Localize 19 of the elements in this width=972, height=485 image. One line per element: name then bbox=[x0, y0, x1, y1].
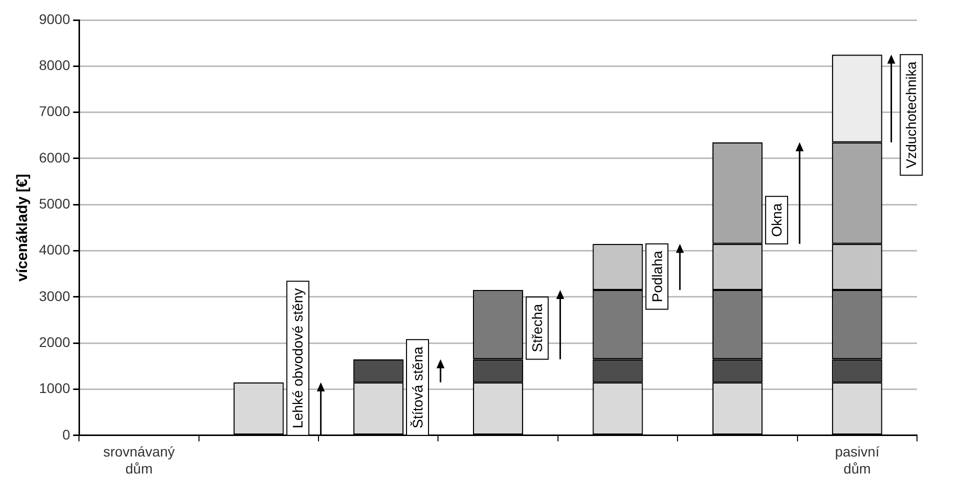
text: Podlaha bbox=[648, 250, 665, 302]
x-tick-label: srovnávaný dům bbox=[103, 444, 175, 476]
y-tick-label: 2000 bbox=[38, 334, 70, 350]
y-tick-label: 5000 bbox=[38, 195, 70, 212]
y-tick-label: 7000 bbox=[38, 103, 70, 120]
y-tick-label: 3000 bbox=[38, 288, 70, 304]
y-tick-label: 4000 bbox=[38, 242, 70, 258]
y-tick-label: 9000 bbox=[38, 10, 70, 27]
text: Štítová stěna bbox=[409, 346, 426, 428]
y-tick-label: 0 bbox=[62, 426, 70, 442]
text: Vzduchotechnika bbox=[903, 61, 920, 168]
y-tick-label: 8000 bbox=[38, 57, 70, 74]
y-tick-label: 1000 bbox=[38, 380, 70, 396]
y-axis-title: vícenáklady [€] bbox=[14, 174, 32, 282]
y-tick-label: 6000 bbox=[38, 149, 70, 166]
text: Střecha bbox=[529, 304, 546, 352]
text: Lehké obvodové stěny bbox=[290, 288, 306, 428]
text: Okna bbox=[768, 203, 784, 237]
x-tick-label: pasivní dům bbox=[834, 444, 880, 476]
